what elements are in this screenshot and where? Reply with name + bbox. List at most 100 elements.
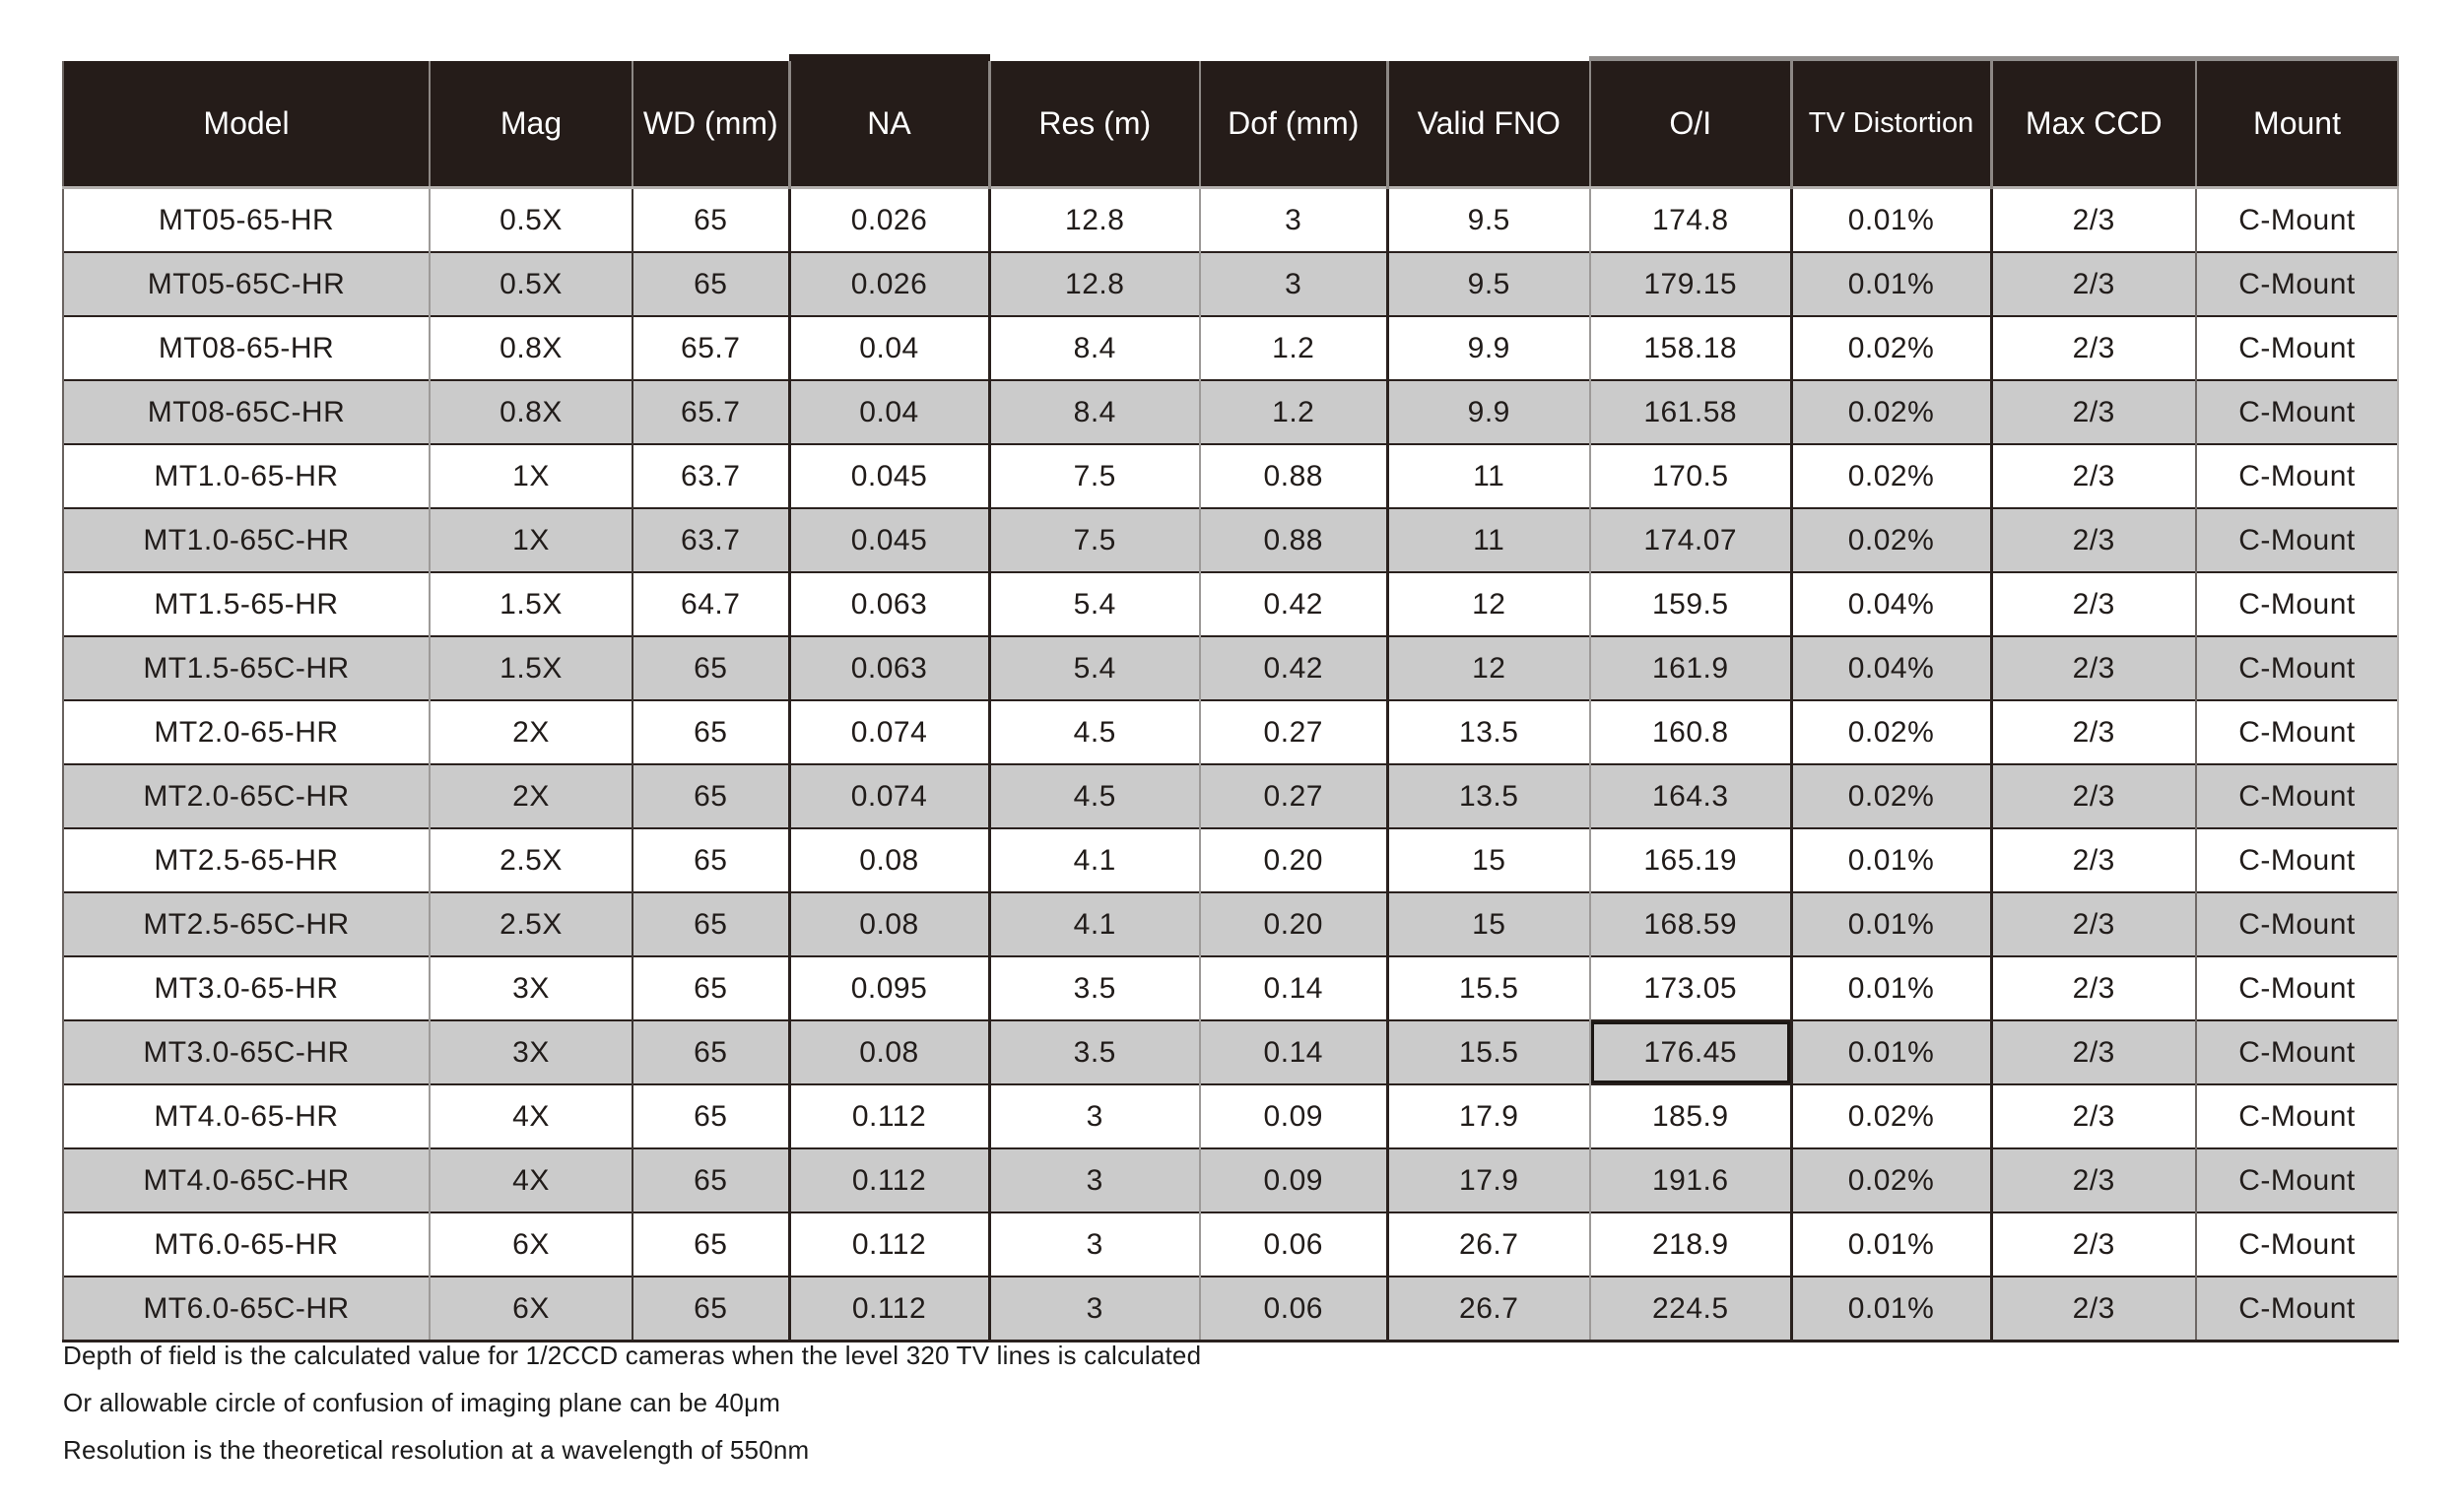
cell-model: MT08-65-HR [62, 315, 431, 380]
cell-mag: 3X [430, 955, 633, 1020]
cell-oi: 173.05 [1590, 955, 1793, 1020]
cell-dof: 0.09 [1200, 1083, 1389, 1148]
cell-wd: 65 [633, 635, 791, 700]
cell-max-ccd: 2/3 [1991, 443, 2197, 508]
cell-tv-distortion: 0.02% [1791, 1147, 1993, 1212]
cell-tv-distortion: 0.02% [1791, 379, 1993, 444]
table-row: MT08-65-HR 0.8X 65.7 0.04 8.4 1.2 9.9 15… [62, 315, 2399, 380]
cell-model: MT2.5-65-HR [62, 827, 431, 892]
col-header-mag: Mag [430, 61, 633, 188]
cell-mag: 4X [430, 1083, 633, 1148]
table-row: MT2.0-65C-HR 2X 65 0.074 4.5 0.27 13.5 1… [62, 763, 2399, 828]
cell-valid-fno: 11 [1387, 443, 1591, 508]
cell-mount: C-Mount [2196, 507, 2399, 572]
cell-mount: C-Mount [2196, 1276, 2399, 1342]
cell-na: 0.04 [789, 315, 991, 380]
cell-wd: 65 [633, 251, 791, 316]
cell-mount: C-Mount [2196, 1147, 2399, 1212]
cell-valid-fno: 11 [1387, 507, 1591, 572]
cell-oi: 161.58 [1590, 379, 1793, 444]
cell-wd: 65 [633, 1083, 791, 1148]
cell-oi: 174.8 [1590, 187, 1793, 252]
cell-wd: 65 [633, 1019, 791, 1084]
cell-model: MT08-65C-HR [62, 379, 431, 444]
cell-max-ccd: 2/3 [1991, 1147, 2197, 1212]
cell-oi: 170.5 [1590, 443, 1793, 508]
table-row: MT2.0-65-HR 2X 65 0.074 4.5 0.27 13.5 16… [62, 699, 2399, 764]
table-row: MT2.5-65-HR 2.5X 65 0.08 4.1 0.20 15 165… [62, 827, 2399, 892]
cell-valid-fno: 17.9 [1387, 1083, 1591, 1148]
cell-dof: 3 [1200, 187, 1389, 252]
cell-model: MT2.5-65C-HR [62, 891, 431, 956]
col-header-max-ccd: Max CCD [1989, 56, 2197, 188]
cell-tv-distortion: 0.04% [1791, 571, 1993, 636]
cell-model: MT4.0-65C-HR [62, 1147, 431, 1212]
cell-tv-distortion: 0.01% [1791, 891, 1993, 956]
cell-oi: 168.59 [1590, 891, 1793, 956]
cell-na: 0.074 [789, 763, 991, 828]
cell-res: 3 [989, 1147, 1201, 1212]
footnote-circle-of-confusion: Or allowable circle of confusion of imag… [63, 1388, 781, 1417]
cell-na: 0.112 [789, 1276, 991, 1342]
cell-valid-fno: 15 [1387, 827, 1591, 892]
cell-tv-distortion: 0.01% [1791, 1211, 1993, 1277]
cell-dof: 1.2 [1200, 315, 1389, 380]
cell-mount: C-Mount [2196, 1019, 2399, 1084]
cell-wd: 65 [633, 1211, 791, 1277]
cell-oi: 161.9 [1590, 635, 1793, 700]
cell-res: 4.5 [989, 699, 1201, 764]
cell-na: 0.08 [789, 827, 991, 892]
cell-tv-distortion: 0.02% [1791, 699, 1993, 764]
cell-dof: 0.06 [1200, 1211, 1389, 1277]
col-header-valid-fno: Valid FNO [1387, 61, 1591, 188]
cell-valid-fno: 12 [1387, 635, 1591, 700]
cell-res: 3 [989, 1211, 1201, 1277]
table-row: MT1.0-65-HR 1X 63.7 0.045 7.5 0.88 11 17… [62, 443, 2399, 508]
cell-dof: 0.09 [1200, 1147, 1389, 1212]
cell-max-ccd: 2/3 [1991, 507, 2197, 572]
table-row: MT4.0-65-HR 4X 65 0.112 3 0.09 17.9 185.… [62, 1083, 2399, 1148]
cell-mag: 0.8X [430, 315, 633, 380]
cell-oi: 164.3 [1590, 763, 1793, 828]
cell-mag: 0.8X [430, 379, 633, 444]
col-header-res: Res (m) [989, 61, 1201, 188]
cell-mount: C-Mount [2196, 187, 2399, 252]
cell-oi: 165.19 [1590, 827, 1793, 892]
table-row: MT3.0-65C-HR 3X 65 0.08 3.5 0.14 15.5 17… [62, 1019, 2399, 1084]
cell-wd: 65 [633, 1276, 791, 1342]
cell-max-ccd: 2/3 [1991, 315, 2197, 380]
cell-res: 7.5 [989, 507, 1201, 572]
cell-valid-fno: 9.5 [1387, 187, 1591, 252]
table-row: MT3.0-65-HR 3X 65 0.095 3.5 0.14 15.5 17… [62, 955, 2399, 1020]
cell-mag: 1.5X [430, 635, 633, 700]
cell-dof: 0.42 [1200, 635, 1389, 700]
cell-na: 0.063 [789, 571, 991, 636]
cell-dof: 0.14 [1200, 1019, 1389, 1084]
cell-mount: C-Mount [2196, 251, 2399, 316]
cell-model: MT2.0-65C-HR [62, 763, 431, 828]
col-header-wd: WD (mm) [633, 61, 791, 188]
cell-res: 3 [989, 1083, 1201, 1148]
table-row: MT2.5-65C-HR 2.5X 65 0.08 4.1 0.20 15 16… [62, 891, 2399, 956]
cell-res: 5.4 [989, 571, 1201, 636]
cell-mag: 2X [430, 699, 633, 764]
cell-mount: C-Mount [2196, 635, 2399, 700]
cell-res: 3 [989, 1276, 1201, 1342]
cell-valid-fno: 26.7 [1387, 1276, 1591, 1342]
cell-mag: 1X [430, 443, 633, 508]
cell-mag: 6X [430, 1211, 633, 1277]
col-header-model: Model [62, 61, 431, 188]
cell-tv-distortion: 0.04% [1791, 635, 1993, 700]
cell-max-ccd: 2/3 [1991, 571, 2197, 636]
cell-dof: 0.42 [1200, 571, 1389, 636]
cell-mount: C-Mount [2196, 699, 2399, 764]
cell-tv-distortion: 0.01% [1791, 1019, 1993, 1084]
cell-na: 0.04 [789, 379, 991, 444]
cell-tv-distortion: 0.01% [1791, 187, 1993, 252]
cell-max-ccd: 2/3 [1991, 1211, 2197, 1277]
cell-mount: C-Mount [2196, 827, 2399, 892]
cell-wd: 65 [633, 955, 791, 1020]
cell-tv-distortion: 0.02% [1791, 763, 1993, 828]
table-row: MT05-65-HR 0.5X 65 0.026 12.8 3 9.5 174.… [62, 187, 2399, 252]
